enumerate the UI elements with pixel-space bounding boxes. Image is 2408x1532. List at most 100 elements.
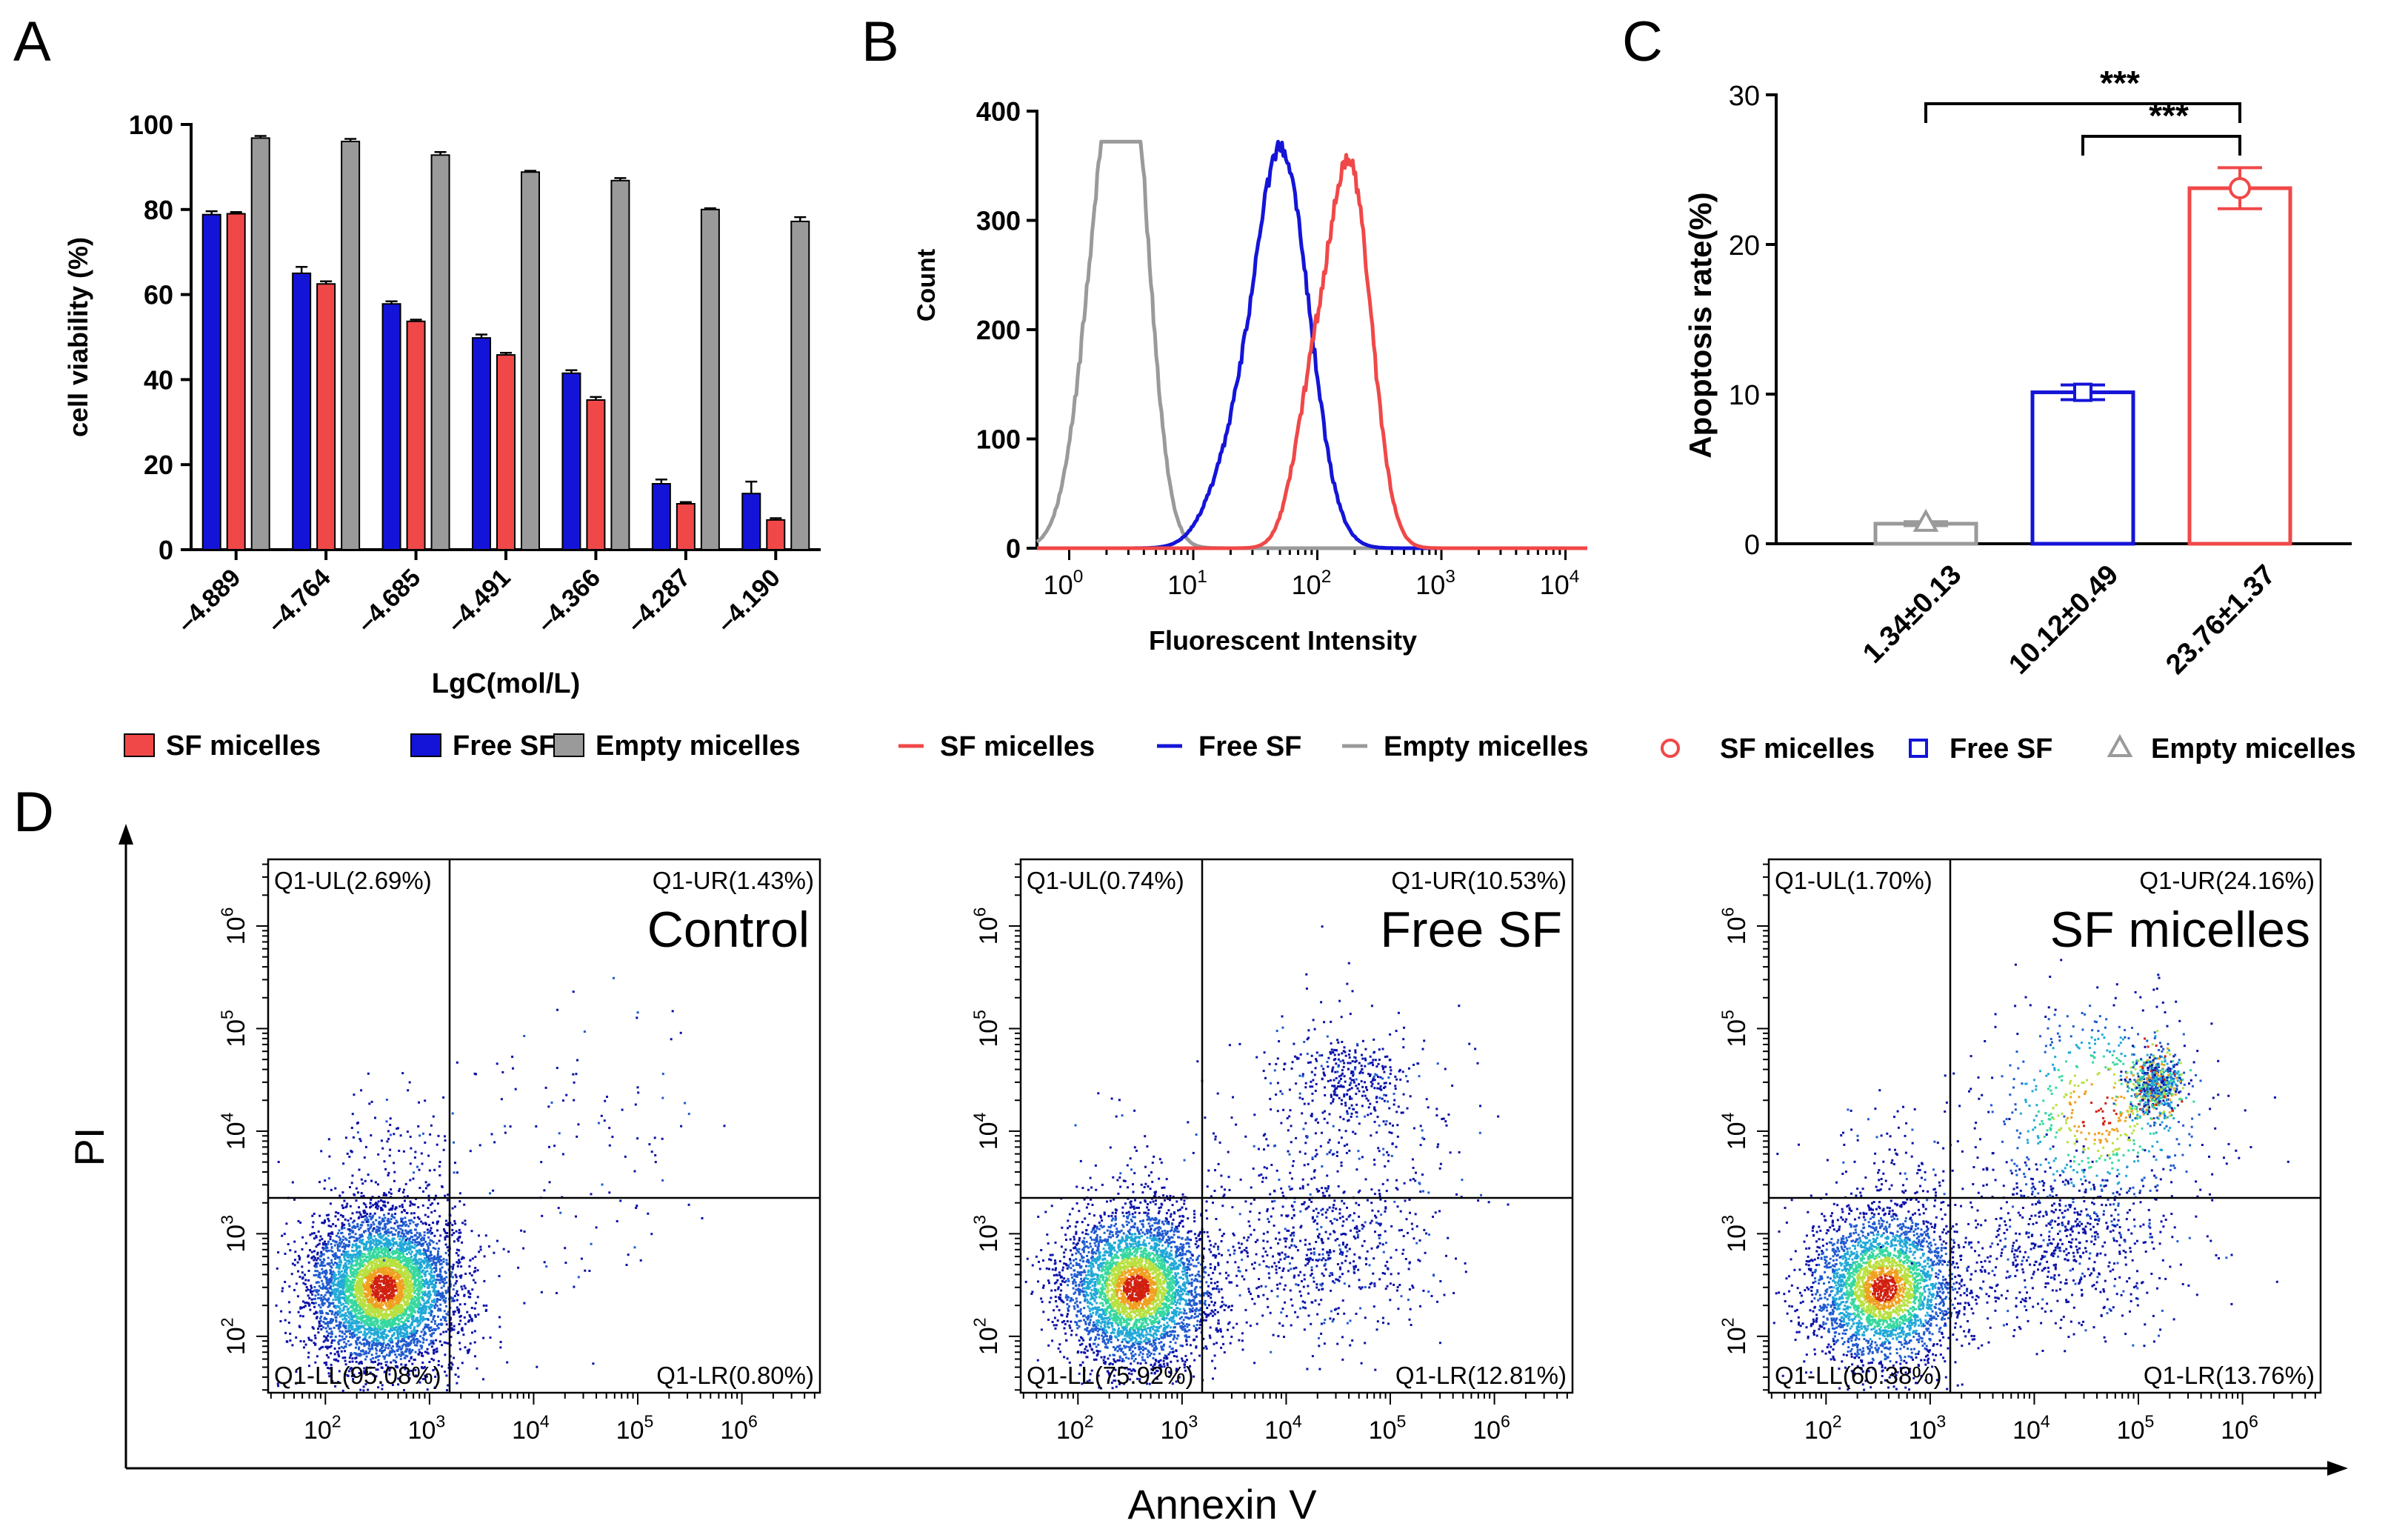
y-tick-label: 0	[1006, 533, 1021, 564]
event-dot	[392, 1350, 395, 1353]
event-dot	[416, 1273, 418, 1276]
event-dot	[385, 1353, 388, 1356]
event-dot	[388, 1353, 391, 1356]
x-tick-label: –4.491	[441, 564, 516, 638]
event-dot	[327, 1282, 330, 1285]
legend-swatch	[124, 733, 155, 757]
event-dot	[379, 1313, 382, 1315]
event-dot	[401, 1267, 404, 1269]
event-dot	[421, 1293, 424, 1296]
event-dot	[435, 1293, 438, 1296]
event-dot	[301, 1236, 304, 1239]
event-dot	[428, 1290, 431, 1293]
event-dot	[388, 1298, 391, 1301]
x-tick-label: 103	[1415, 567, 1455, 600]
event-dot	[381, 1265, 384, 1268]
event-dot	[358, 1296, 361, 1299]
event-dot	[348, 1225, 351, 1228]
event-dot	[341, 1389, 344, 1392]
event-dot	[338, 1347, 341, 1350]
event-dot	[477, 1313, 480, 1316]
event-dot	[404, 1182, 407, 1185]
event-dot	[345, 1279, 348, 1282]
event-dot	[453, 1310, 456, 1313]
event-dot	[404, 1343, 407, 1346]
event-dot	[377, 1253, 380, 1256]
event-dot	[401, 1345, 404, 1348]
event-dot	[381, 1285, 384, 1288]
event-dot	[455, 1292, 458, 1295]
event-dot	[427, 1290, 430, 1293]
event-dot	[335, 1290, 338, 1293]
event-dot	[377, 1259, 380, 1262]
event-dot	[378, 1196, 381, 1199]
event-dot	[396, 1242, 398, 1245]
event-dot	[419, 1234, 422, 1237]
event-dot	[356, 1353, 358, 1356]
event-dot	[334, 1257, 337, 1260]
event-dot	[427, 1254, 430, 1257]
event-dot	[370, 1320, 373, 1323]
event-dots	[275, 976, 726, 1392]
event-dot	[333, 1276, 336, 1279]
event-dot	[451, 1228, 454, 1231]
x-tick-label: 101	[1167, 567, 1207, 600]
event-dot	[404, 1216, 407, 1219]
event-dot	[341, 1228, 344, 1230]
event-dot	[415, 1280, 418, 1283]
event-dot	[458, 1236, 461, 1239]
event-dot	[444, 1299, 447, 1302]
event-dot	[387, 1256, 390, 1259]
event-dot	[438, 1299, 441, 1301]
event-dot	[324, 1276, 327, 1279]
event-dot	[387, 1212, 390, 1215]
event-dot	[321, 1268, 324, 1270]
event-dot	[352, 1322, 355, 1325]
event-dot	[384, 1247, 387, 1250]
event-dot	[403, 1300, 406, 1303]
event-dot	[361, 1239, 364, 1242]
event-dot	[421, 1282, 424, 1285]
event-dot	[356, 1336, 359, 1339]
event-dot	[381, 1293, 384, 1296]
event-dot	[367, 1265, 369, 1268]
event-dot	[313, 1286, 316, 1288]
event-dot	[385, 1289, 388, 1291]
event-dot	[416, 1225, 418, 1228]
event-dot	[369, 1335, 372, 1338]
legend-marker-triangle	[2107, 733, 2133, 757]
event-dot	[392, 1239, 394, 1242]
event-dot	[339, 1237, 342, 1240]
event-dot	[418, 1262, 421, 1265]
event-dot	[376, 1322, 379, 1325]
event-dot	[418, 1348, 421, 1351]
event-dot	[361, 1310, 364, 1313]
event-dot	[313, 1250, 316, 1253]
event-dot	[396, 1316, 398, 1319]
event-dot	[371, 1216, 374, 1219]
event-dot	[356, 1223, 359, 1225]
event-dot	[287, 1301, 290, 1304]
event-dot	[350, 1293, 353, 1296]
event-dot	[382, 1256, 385, 1258]
event-dot	[441, 1323, 444, 1325]
event-dot	[347, 1285, 350, 1288]
event-dot	[395, 1301, 398, 1304]
event-dot	[350, 1299, 353, 1302]
event-dot	[380, 1302, 383, 1304]
event-dot	[359, 1226, 362, 1229]
event-dot	[310, 1298, 313, 1301]
event-dot	[342, 1224, 345, 1227]
event-dot	[364, 1304, 367, 1307]
event-dot	[397, 1290, 400, 1293]
event-dot	[441, 1365, 444, 1368]
event-dot	[439, 1303, 442, 1306]
event-dot	[359, 1388, 362, 1391]
event-dot	[418, 1308, 421, 1310]
event-dot	[359, 1325, 362, 1328]
event-dot	[322, 1321, 325, 1323]
event-dot	[424, 1274, 427, 1277]
event-dot	[413, 1277, 416, 1280]
event-dot	[378, 1349, 381, 1352]
event-dot	[400, 1353, 403, 1356]
